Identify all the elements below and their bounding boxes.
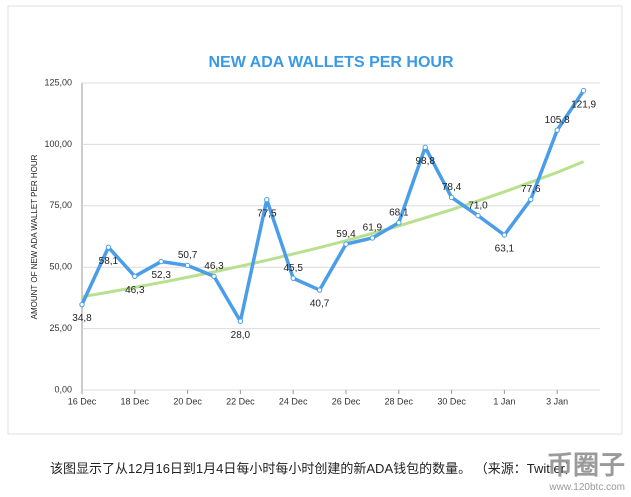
data-point xyxy=(264,196,270,203)
watermark-url: www.120btc.com xyxy=(549,482,625,493)
y-tick-label: 125,00 xyxy=(44,77,72,87)
x-tick-label: 18 Dec xyxy=(121,396,150,406)
data-label: 105,8 xyxy=(545,115,570,126)
data-label: 63,1 xyxy=(495,244,515,255)
data-line xyxy=(80,89,586,323)
data-label: 121,9 xyxy=(571,99,596,110)
y-tick-label: 25,00 xyxy=(49,323,72,333)
data-point xyxy=(501,232,508,238)
x-tick-label: 26 Dec xyxy=(332,396,361,406)
data-label: 46,3 xyxy=(125,285,145,296)
y-tick-label: 0,00 xyxy=(54,384,72,394)
x-tick-label: 24 Dec xyxy=(279,396,308,406)
chart: NEW ADA WALLETS PER HOUR AMOUNT OF NEW A… xyxy=(7,5,623,435)
data-point xyxy=(79,301,85,308)
x-tick-label: 22 Dec xyxy=(226,396,255,406)
data-point xyxy=(316,287,323,293)
trend-line xyxy=(81,160,585,299)
x-tick-label: 3 Jan xyxy=(546,396,568,406)
data-label: 59,4 xyxy=(336,229,356,240)
y-tick-label: 100,00 xyxy=(44,139,72,149)
data-point xyxy=(237,318,244,324)
data-label: 34,8 xyxy=(72,313,92,324)
y-axis-label: AMOUNT OF NEW ADA WALLET PER HOUR xyxy=(30,154,39,319)
data-point xyxy=(132,273,138,279)
y-tick-label: 50,00 xyxy=(49,262,72,272)
data-point xyxy=(528,196,534,203)
x-tick-label: 20 Dec xyxy=(173,396,202,406)
y-tick-label: 75,00 xyxy=(49,200,72,210)
data-label: 68,1 xyxy=(389,207,409,218)
data-point xyxy=(369,235,376,241)
x-tick-label: 16 Dec xyxy=(68,396,97,406)
data-label: 78,4 xyxy=(442,182,462,193)
data-point xyxy=(580,87,587,94)
data-label: 77,5 xyxy=(257,208,277,219)
data-label: 50,7 xyxy=(178,250,198,261)
data-point xyxy=(211,273,217,279)
data-label: 40,7 xyxy=(310,299,330,310)
data-label: 77,6 xyxy=(521,184,541,195)
data-point xyxy=(422,144,428,151)
watermark: 币圈子 www.120btc.com xyxy=(547,445,625,493)
watermark-logo: 币圈子 xyxy=(546,451,625,481)
data-point xyxy=(158,258,164,265)
chart-title: NEW ADA WALLETS PER HOUR xyxy=(208,54,453,71)
data-label: 45,5 xyxy=(283,263,303,274)
data-label: 52,3 xyxy=(151,270,171,281)
data-label: 58,1 xyxy=(99,256,119,267)
chart-frame xyxy=(7,5,623,435)
caption: 该图显示了从12月16日到1月4日每小时每小时创建的新ADA钱包的数量。 （来源… xyxy=(50,461,579,476)
data-point xyxy=(184,262,191,269)
data-label: 71,0 xyxy=(468,200,488,211)
x-tick-label: 30 Dec xyxy=(437,396,466,406)
data-point xyxy=(343,241,349,247)
data-label: 28,0 xyxy=(231,330,251,341)
x-tick-label: 28 Dec xyxy=(385,396,414,406)
data-label: 46,3 xyxy=(204,261,224,272)
data-point xyxy=(396,220,402,226)
data-point xyxy=(448,194,455,201)
x-tick-label: 1 Jan xyxy=(493,396,515,406)
data-point xyxy=(290,275,296,281)
data-point xyxy=(554,127,560,133)
data-label: 98,8 xyxy=(415,156,435,167)
data-point xyxy=(105,244,112,251)
data-label: 61,9 xyxy=(363,223,383,234)
data-point xyxy=(475,212,481,219)
